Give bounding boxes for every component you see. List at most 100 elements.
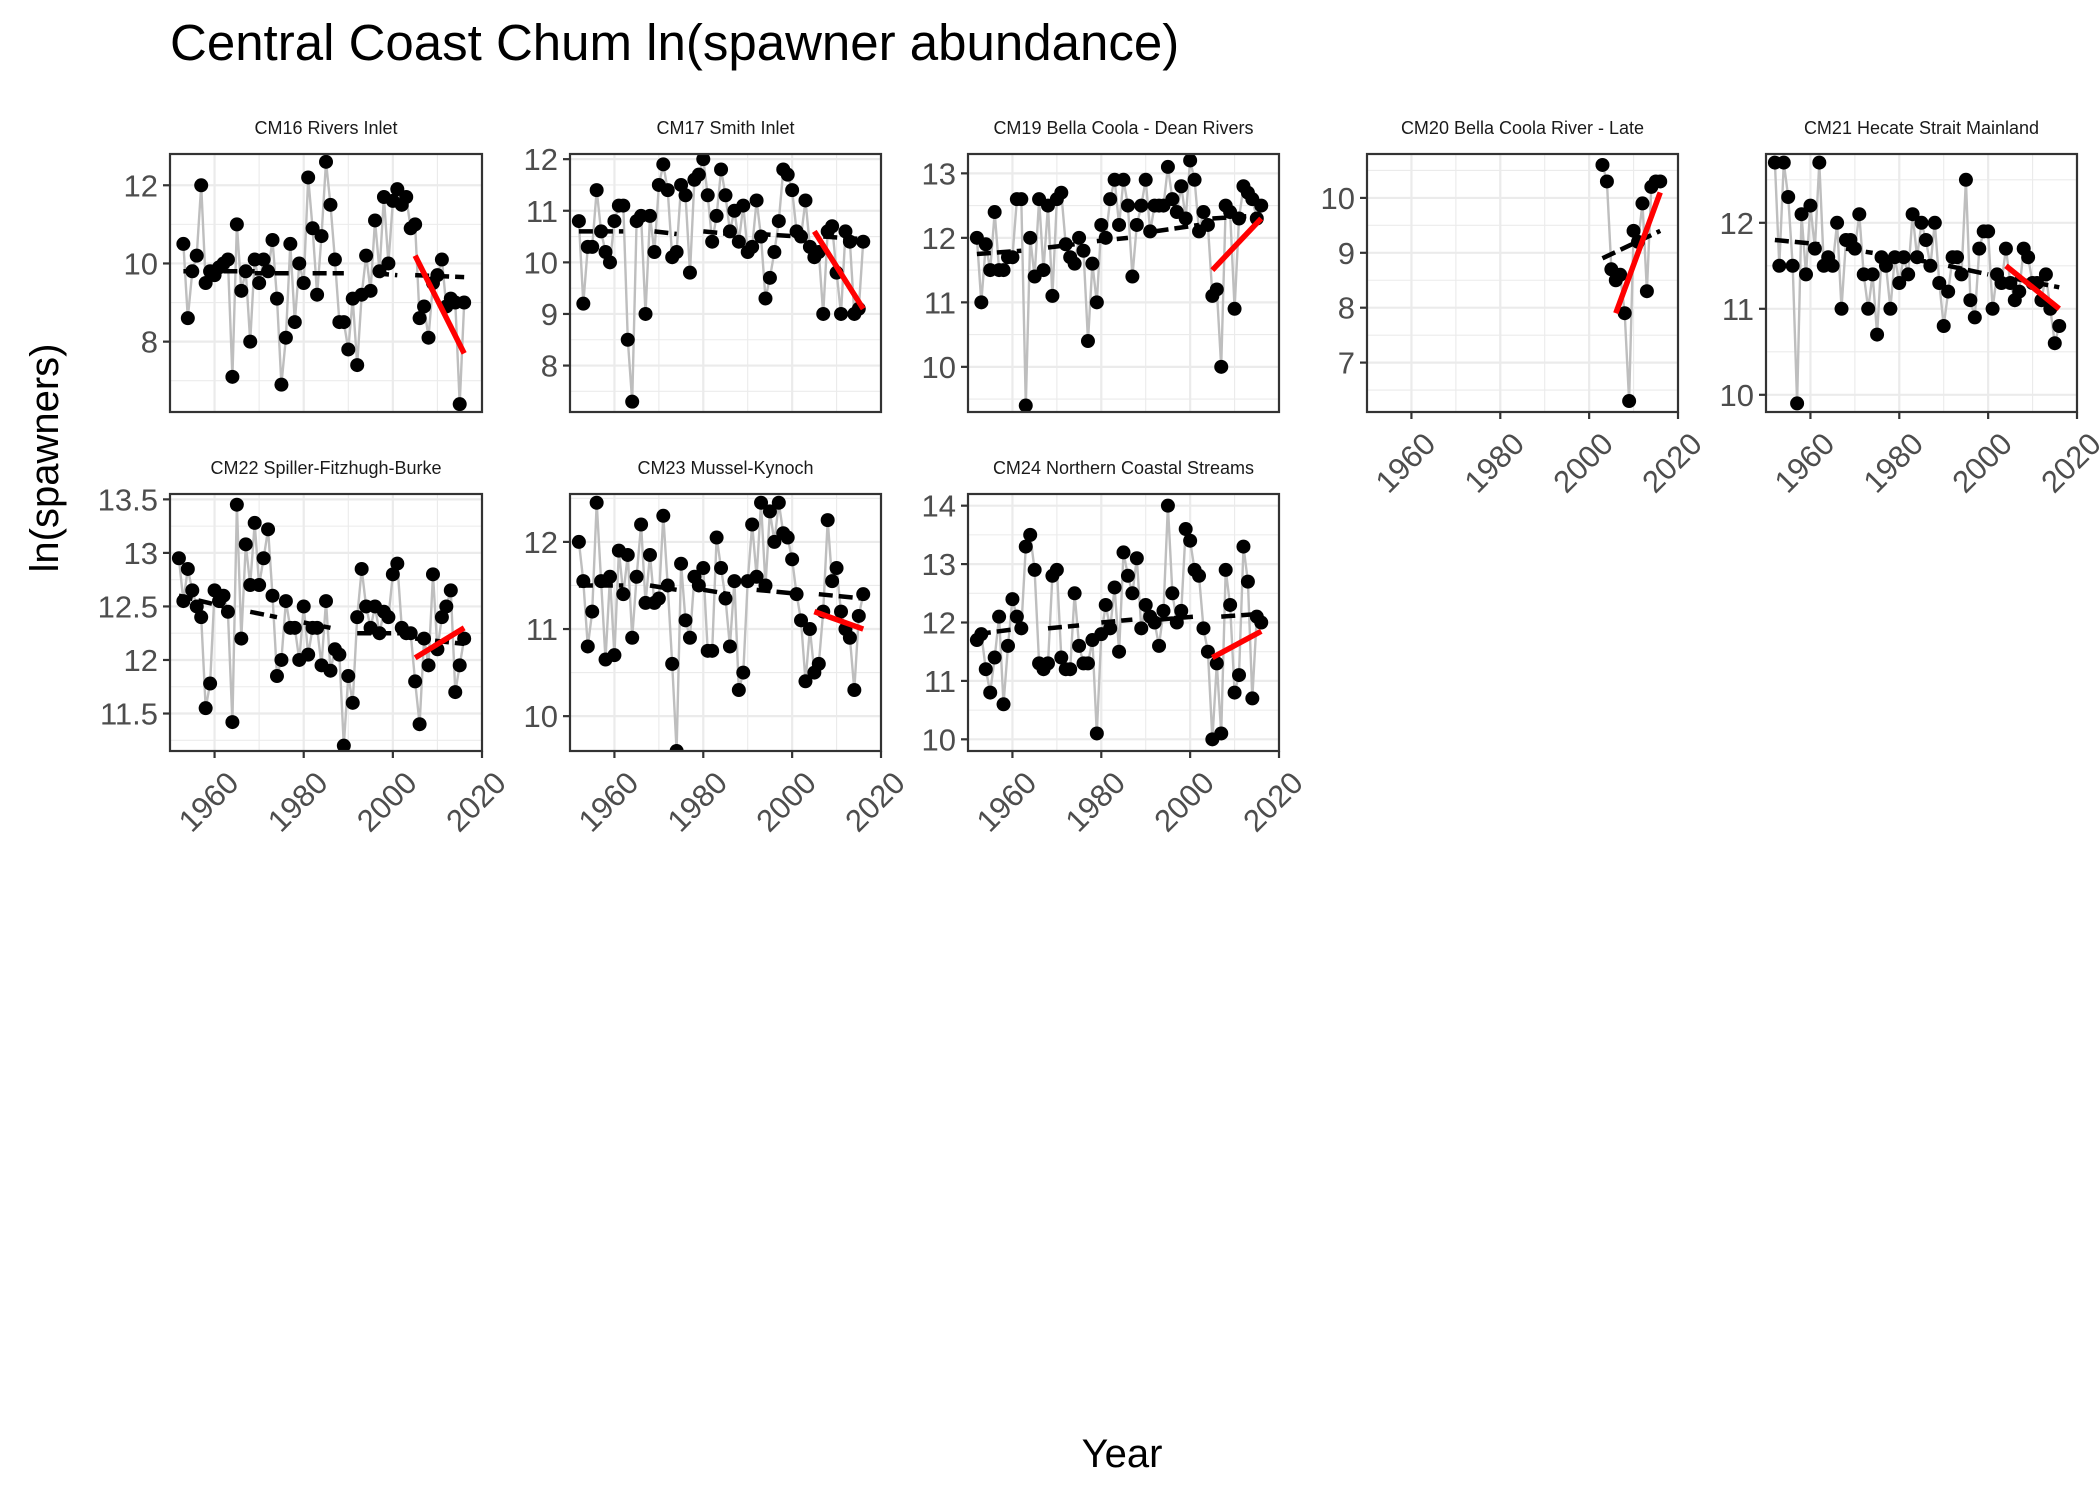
y-tick-label: 12.5 [98,589,158,624]
data-point [1878,258,1893,273]
x-tick-label: 1980 [1059,765,1133,839]
data-point [1923,258,1938,273]
panel-border [1764,152,2079,414]
data-point [705,234,720,249]
data-point [825,574,840,589]
data-point [256,551,271,566]
data-point [319,154,333,169]
data-point [847,683,862,698]
data-point [1000,638,1015,653]
data-point [176,236,191,251]
data-point [278,330,293,345]
data-point [1214,359,1229,374]
trend-segment [976,248,1022,257]
data-point [674,556,689,571]
data-point [252,578,267,593]
data-point [1014,621,1029,636]
data-point [247,515,262,530]
data-point [261,264,276,279]
data-point [283,236,298,251]
data-point [323,197,338,212]
data-point [314,229,329,244]
data-point [705,643,720,658]
data-point [408,217,423,232]
data-point [425,567,440,582]
data-point [987,650,1002,665]
data-point [243,334,258,349]
data-point [1865,267,1880,282]
data-point [345,695,360,710]
data-point [647,245,662,260]
data-point [430,268,445,283]
data-point [616,198,631,213]
data-point [399,190,414,204]
data-point [1018,398,1033,412]
data-point [798,674,813,689]
recent-trend-line [413,625,466,661]
y-tick-label: 12 [124,643,158,678]
data-point [589,495,604,510]
y-tick-label: 12 [1720,206,1754,241]
data-point [754,495,769,510]
data-point [1089,726,1104,741]
panel-border [966,152,1281,414]
data-point [385,567,400,582]
data-point [842,234,857,249]
data-point [1794,207,1809,222]
data-point [1116,545,1131,560]
data-point [452,658,467,673]
data-point [296,599,311,614]
data-point [1134,198,1149,213]
y-tick-label: 8 [1338,291,1355,326]
panels: CM16 Rivers Inlet 8 10 12 CM17 Smith Inlet 8 9… [98,118,2100,839]
recent-trend-line [813,609,865,632]
data-point [722,224,737,239]
trend-segment [1047,623,1080,631]
data-point [296,276,311,290]
data-point [616,587,631,602]
trend-segment [1601,228,1662,261]
plot-area [969,498,1269,747]
data-point [1936,319,1951,333]
data-point [1174,603,1189,618]
data-point [771,214,786,229]
x-tick-label: 2020 [1236,765,1310,839]
panel-6: CM22 Spiller-Fitzhugh-Burke 11.5 12 12.5 13 1… [98,458,513,839]
data-point [1214,726,1229,741]
data-point [269,669,284,684]
data-point [665,656,680,671]
x-tick-label: 1960 [970,765,1044,839]
chart-title: Central Coast Chum ln(spawner abundance) [170,14,1179,71]
data-point [225,715,240,730]
data-point [457,631,472,646]
data-point [780,167,795,182]
data-point [1599,174,1614,189]
data-point [1023,230,1038,245]
data-point [1156,603,1171,618]
data-point [1129,551,1144,566]
data-point [820,513,835,528]
panel-title: CM22 Spiller-Fitzhugh-Burke [210,458,441,478]
data-point [1785,258,1800,273]
data-point [1178,522,1193,537]
y-axis-label: ln(spawners) [23,344,67,573]
data-point [1776,155,1791,170]
data-point [2021,250,2036,265]
data-point [607,648,622,663]
panel-title: CM17 Smith Inlet [656,118,794,138]
data-point [1240,574,1255,589]
data-point [634,517,649,532]
data-point [749,569,764,584]
data-point [1178,211,1193,226]
data-point [642,208,657,223]
data-point [1613,267,1628,282]
data-point [1617,306,1632,321]
data-point [1103,621,1118,636]
panel-border [168,152,484,414]
recent-trend-line [1210,216,1264,272]
panel-title: CM20 Bella Coola River - Late [1401,118,1644,138]
y-tick-label: 10 [524,699,558,734]
panel-border [168,492,484,753]
data-point [992,609,1007,624]
data-point [1245,691,1260,706]
